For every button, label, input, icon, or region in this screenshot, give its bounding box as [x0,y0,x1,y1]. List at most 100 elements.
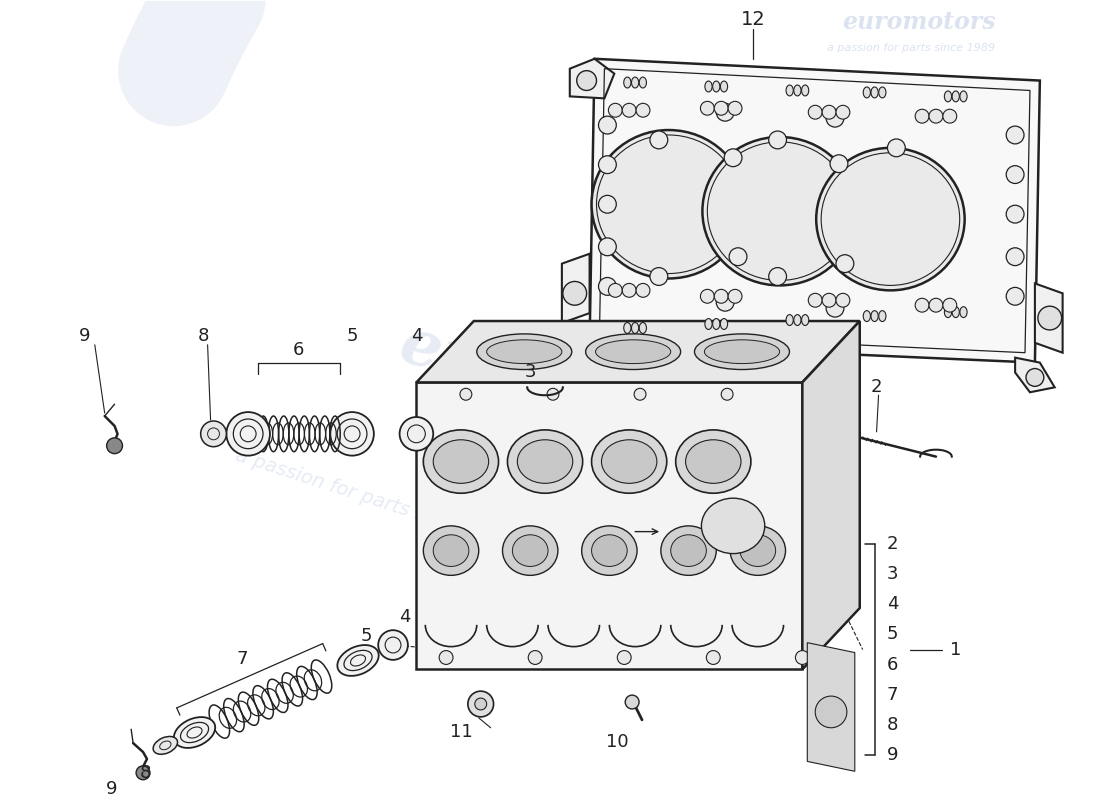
Circle shape [650,131,668,149]
Ellipse shape [960,306,967,318]
Circle shape [528,650,542,665]
Circle shape [826,299,844,317]
Ellipse shape [671,534,706,566]
Ellipse shape [953,306,959,318]
Ellipse shape [730,526,785,575]
Ellipse shape [517,440,573,483]
Circle shape [714,102,728,115]
Ellipse shape [786,85,793,96]
Circle shape [475,698,486,710]
Circle shape [930,298,943,312]
Ellipse shape [713,318,719,330]
Ellipse shape [174,717,216,748]
Circle shape [815,696,847,728]
Circle shape [716,294,734,311]
Ellipse shape [675,430,751,494]
Text: 9: 9 [79,327,90,345]
Circle shape [598,156,616,174]
Circle shape [636,283,650,298]
Circle shape [650,267,668,286]
Text: 8: 8 [198,327,209,345]
Circle shape [636,103,650,117]
Text: 6: 6 [293,341,305,358]
Circle shape [728,102,743,115]
Circle shape [915,298,930,312]
Circle shape [378,630,408,660]
Ellipse shape [705,318,712,330]
Ellipse shape [720,318,727,330]
Text: 5: 5 [887,626,899,643]
Circle shape [701,102,714,115]
Ellipse shape [945,306,952,318]
Ellipse shape [802,314,808,326]
Circle shape [888,139,905,157]
Text: 3: 3 [525,363,536,382]
Ellipse shape [595,340,671,363]
Circle shape [701,290,714,303]
Circle shape [547,388,559,400]
Circle shape [439,650,453,665]
Ellipse shape [592,534,627,566]
Polygon shape [417,321,860,382]
Circle shape [808,106,822,119]
Circle shape [728,290,743,303]
Circle shape [1006,206,1024,223]
Ellipse shape [507,430,583,494]
Ellipse shape [433,440,488,483]
Ellipse shape [602,440,657,483]
Circle shape [724,149,743,166]
Ellipse shape [624,77,631,88]
Ellipse shape [794,85,801,96]
Ellipse shape [585,334,681,370]
Circle shape [608,103,623,117]
Polygon shape [1035,283,1063,353]
Ellipse shape [879,87,886,98]
Polygon shape [417,382,802,670]
Ellipse shape [953,91,959,102]
Circle shape [634,388,646,400]
Circle shape [468,691,494,717]
Ellipse shape [424,430,498,494]
Ellipse shape [476,334,572,370]
Ellipse shape [685,440,741,483]
Circle shape [1006,248,1024,266]
Circle shape [563,282,586,305]
Ellipse shape [864,87,870,98]
Circle shape [722,388,733,400]
Circle shape [915,110,930,123]
Circle shape [598,278,616,295]
Text: 5: 5 [360,626,372,645]
Circle shape [943,298,957,312]
Text: 7: 7 [887,686,899,704]
Circle shape [1006,126,1024,144]
Ellipse shape [153,737,177,754]
Polygon shape [570,58,614,98]
Text: 12: 12 [740,10,766,29]
Ellipse shape [802,85,808,96]
Text: 10: 10 [606,733,628,750]
Ellipse shape [503,526,558,575]
Text: 11: 11 [450,722,472,741]
Circle shape [608,283,623,298]
Circle shape [598,238,616,256]
Circle shape [460,388,472,400]
Ellipse shape [702,498,764,554]
Circle shape [930,110,943,123]
Circle shape [1038,306,1061,330]
Text: 3: 3 [887,565,899,583]
Ellipse shape [713,81,719,92]
Text: 9: 9 [106,780,117,798]
Ellipse shape [720,81,727,92]
Circle shape [769,131,786,149]
Circle shape [836,106,850,119]
Text: euromotors: euromotors [392,313,805,500]
Text: 2: 2 [887,534,899,553]
Ellipse shape [694,334,790,370]
Ellipse shape [740,534,776,566]
Polygon shape [807,642,855,771]
Text: 4: 4 [887,595,899,614]
Ellipse shape [705,81,712,92]
Text: 1: 1 [950,641,961,658]
Circle shape [714,290,728,303]
Ellipse shape [879,310,886,322]
